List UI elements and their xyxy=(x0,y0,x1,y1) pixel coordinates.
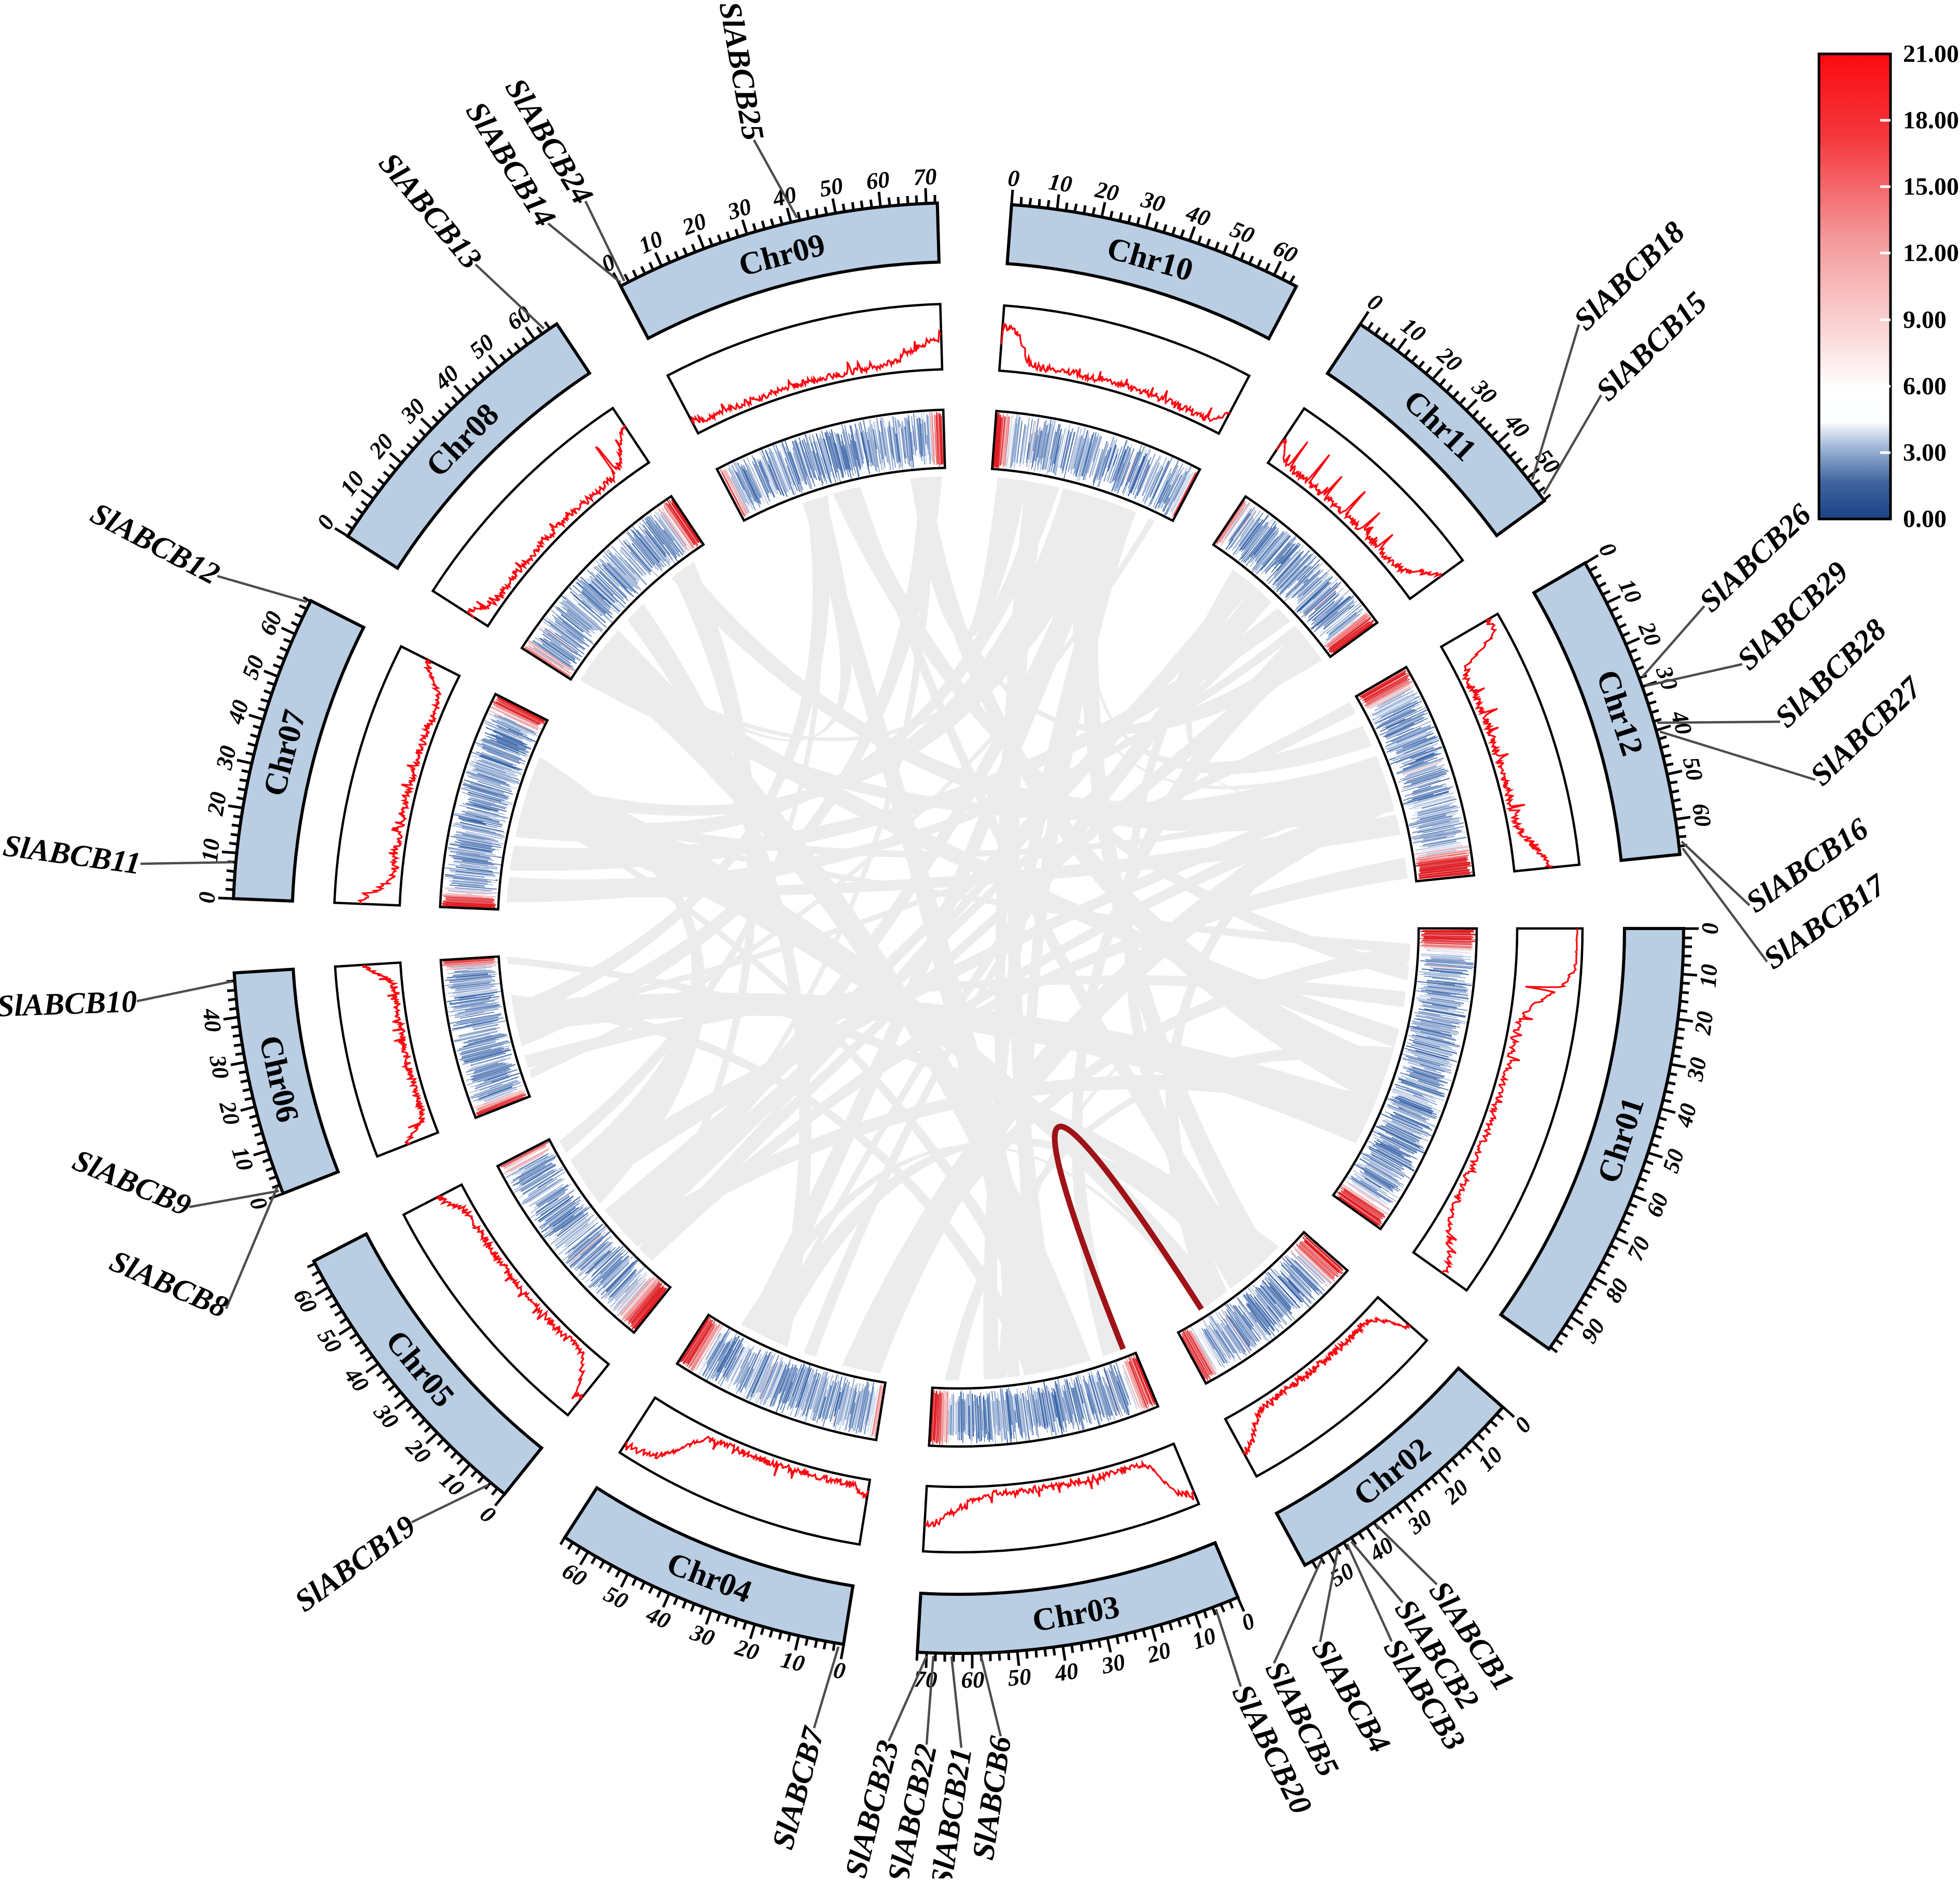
svg-text:6.00: 6.00 xyxy=(1903,373,1947,400)
svg-text:50: 50 xyxy=(1678,755,1708,783)
svg-text:0: 0 xyxy=(1007,165,1020,192)
svg-text:60: 60 xyxy=(961,1667,985,1693)
svg-text:30: 30 xyxy=(1099,1649,1127,1679)
svg-text:0: 0 xyxy=(194,891,220,904)
svg-text:SlABCB10: SlABCB10 xyxy=(0,984,137,1023)
svg-text:50: 50 xyxy=(818,173,845,202)
svg-text:20: 20 xyxy=(202,790,231,818)
svg-text:40: 40 xyxy=(1053,1658,1080,1687)
svg-text:12.00: 12.00 xyxy=(1903,240,1959,267)
svg-text:10: 10 xyxy=(197,837,225,863)
svg-text:10: 10 xyxy=(779,1647,807,1677)
svg-text:20: 20 xyxy=(1093,176,1121,206)
svg-text:0.00: 0.00 xyxy=(1903,506,1947,533)
svg-text:50: 50 xyxy=(1007,1663,1032,1691)
svg-text:15.00: 15.00 xyxy=(1903,173,1959,201)
svg-text:60: 60 xyxy=(1687,802,1716,829)
svg-text:20: 20 xyxy=(1689,1010,1718,1037)
svg-text:3.00: 3.00 xyxy=(1903,439,1947,467)
svg-text:40: 40 xyxy=(198,1007,226,1034)
svg-text:60: 60 xyxy=(865,166,891,194)
svg-text:0: 0 xyxy=(1697,923,1723,935)
svg-text:10: 10 xyxy=(1047,169,1073,198)
svg-text:18.00: 18.00 xyxy=(1903,107,1959,134)
svg-text:30: 30 xyxy=(211,743,241,772)
svg-text:9.00: 9.00 xyxy=(1903,306,1947,334)
svg-text:30: 30 xyxy=(1682,1055,1712,1084)
svg-text:30: 30 xyxy=(204,1052,234,1080)
svg-text:21.00: 21.00 xyxy=(1903,40,1959,68)
svg-text:70: 70 xyxy=(913,163,937,190)
svg-text:10: 10 xyxy=(1695,963,1723,988)
